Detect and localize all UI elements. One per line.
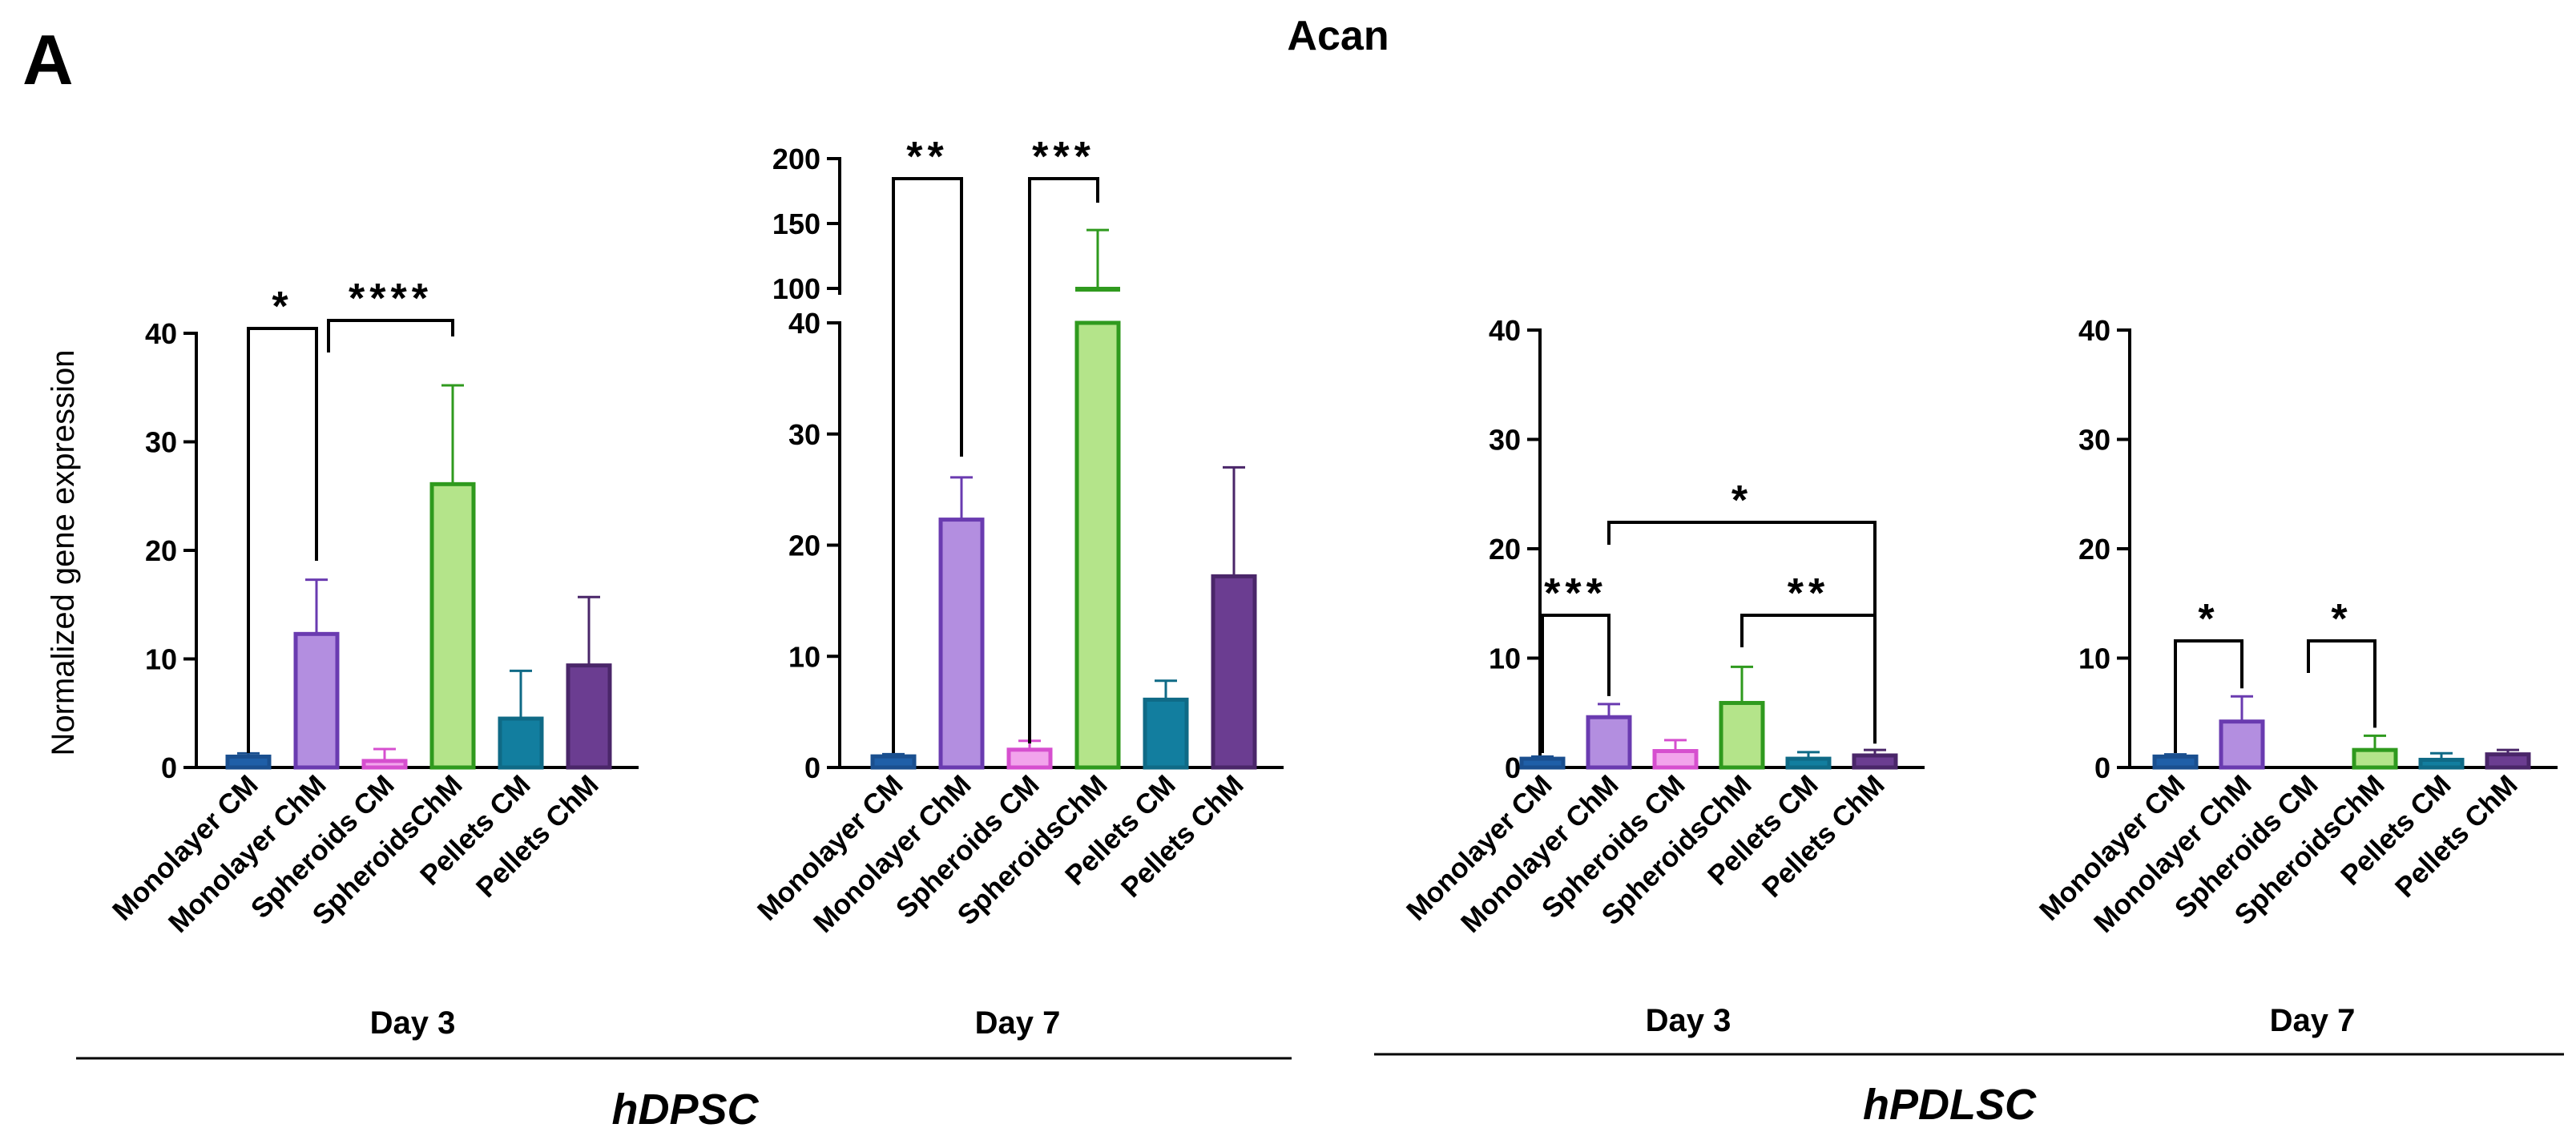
bar-monolayer-cm [870, 754, 917, 770]
significance-bracket [1541, 614, 1611, 753]
y-tick-label: 20 [788, 530, 820, 562]
y-tick-label: 0 [1505, 751, 1521, 784]
bar-top-spheroidschm [1075, 287, 1120, 292]
y-tick-label: 0 [161, 751, 177, 784]
significance-bracket [2174, 639, 2243, 753]
significance-label: * [272, 284, 292, 330]
significance-bracket [247, 327, 318, 753]
significance-label: * [2331, 596, 2352, 642]
y-tick-label: 30 [788, 418, 820, 451]
bar-pellets-cm [2418, 757, 2465, 770]
significance-label: ** [906, 134, 948, 180]
bar-pellets-cm [1143, 697, 1189, 770]
y-tick-label: 10 [788, 640, 820, 673]
y-tick-label: 10 [145, 643, 177, 676]
bar-monolayer-cm [2152, 754, 2199, 770]
significance-bracket [327, 319, 454, 352]
x-axis-label: Day 3 [1646, 1003, 1731, 1038]
significance-label: * [2198, 596, 2219, 642]
y-tick-label: 40 [1489, 314, 1521, 347]
x-axis-label: Day 7 [2270, 1003, 2356, 1038]
y-tick-label: 100 [772, 272, 820, 305]
x-axis-label: Day 3 [370, 1005, 456, 1041]
significance-label: ** [1788, 570, 1829, 617]
group-label-hdpsc: hDPSC [611, 1086, 759, 1134]
group-label-hpdlsc: hPDLSC [1863, 1081, 2037, 1129]
bar-spheroids-cm [1652, 749, 1699, 770]
significance-bracket [1740, 614, 1877, 744]
y-tick-label: 30 [1489, 424, 1521, 457]
y-tick-label: 40 [145, 317, 177, 350]
y-tick-label: 30 [2078, 424, 2110, 457]
y-tick-label: 20 [145, 534, 177, 567]
y-tick-label: 40 [788, 307, 820, 340]
y-tick-label: 20 [1489, 533, 1521, 566]
bar-monolayer-chm [938, 518, 985, 770]
y-tick-label: 200 [772, 143, 820, 175]
y-axis-label: Normalized gene expression [46, 350, 81, 756]
significance-bracket [892, 177, 963, 753]
y-tick-label: 150 [772, 207, 820, 240]
bar-spheroidschm [1719, 700, 1765, 770]
significance-bracket [2307, 639, 2376, 728]
y-tick-label: 40 [2078, 314, 2110, 347]
bar-spheroids-cm [1006, 747, 1053, 770]
bar-monolayer-chm [1586, 715, 1632, 770]
bar-monolayer-chm [293, 631, 340, 770]
significance-bracket [1028, 177, 1099, 743]
bar-monolayer-cm [1519, 756, 1566, 770]
y-tick-label: 0 [2094, 751, 2110, 784]
bar-pellets-chm [2485, 752, 2531, 770]
figure-title: Acan [1287, 13, 1389, 59]
bar-pellets-cm [498, 716, 544, 770]
significance-label: *** [1032, 134, 1095, 180]
y-tick-label: 10 [1489, 642, 1521, 675]
bar-pellets-chm [566, 663, 612, 770]
bar-spheroidschm [429, 481, 476, 770]
y-tick-label: 30 [145, 426, 177, 459]
bar-pellets-chm [1211, 574, 1257, 770]
bar-monolayer-chm [2219, 719, 2265, 770]
panel-letter: A [22, 20, 74, 99]
bar-pellets-cm [1785, 756, 1832, 770]
y-tick-label: 10 [2078, 642, 2110, 675]
bar-spheroids-cm [361, 759, 408, 770]
significance-label: **** [349, 276, 433, 322]
significance-label: *** [1544, 570, 1607, 617]
y-tick-label: 0 [804, 751, 820, 784]
significance-label: * [1731, 477, 1752, 524]
bar-spheroidschm [2352, 747, 2398, 770]
y-tick-label: 20 [2078, 533, 2110, 566]
x-axis-label: Day 7 [975, 1005, 1061, 1041]
bar-spheroidschm [1074, 320, 1121, 770]
bar-pellets-chm [1852, 753, 1898, 770]
bar-monolayer-cm [225, 754, 272, 770]
